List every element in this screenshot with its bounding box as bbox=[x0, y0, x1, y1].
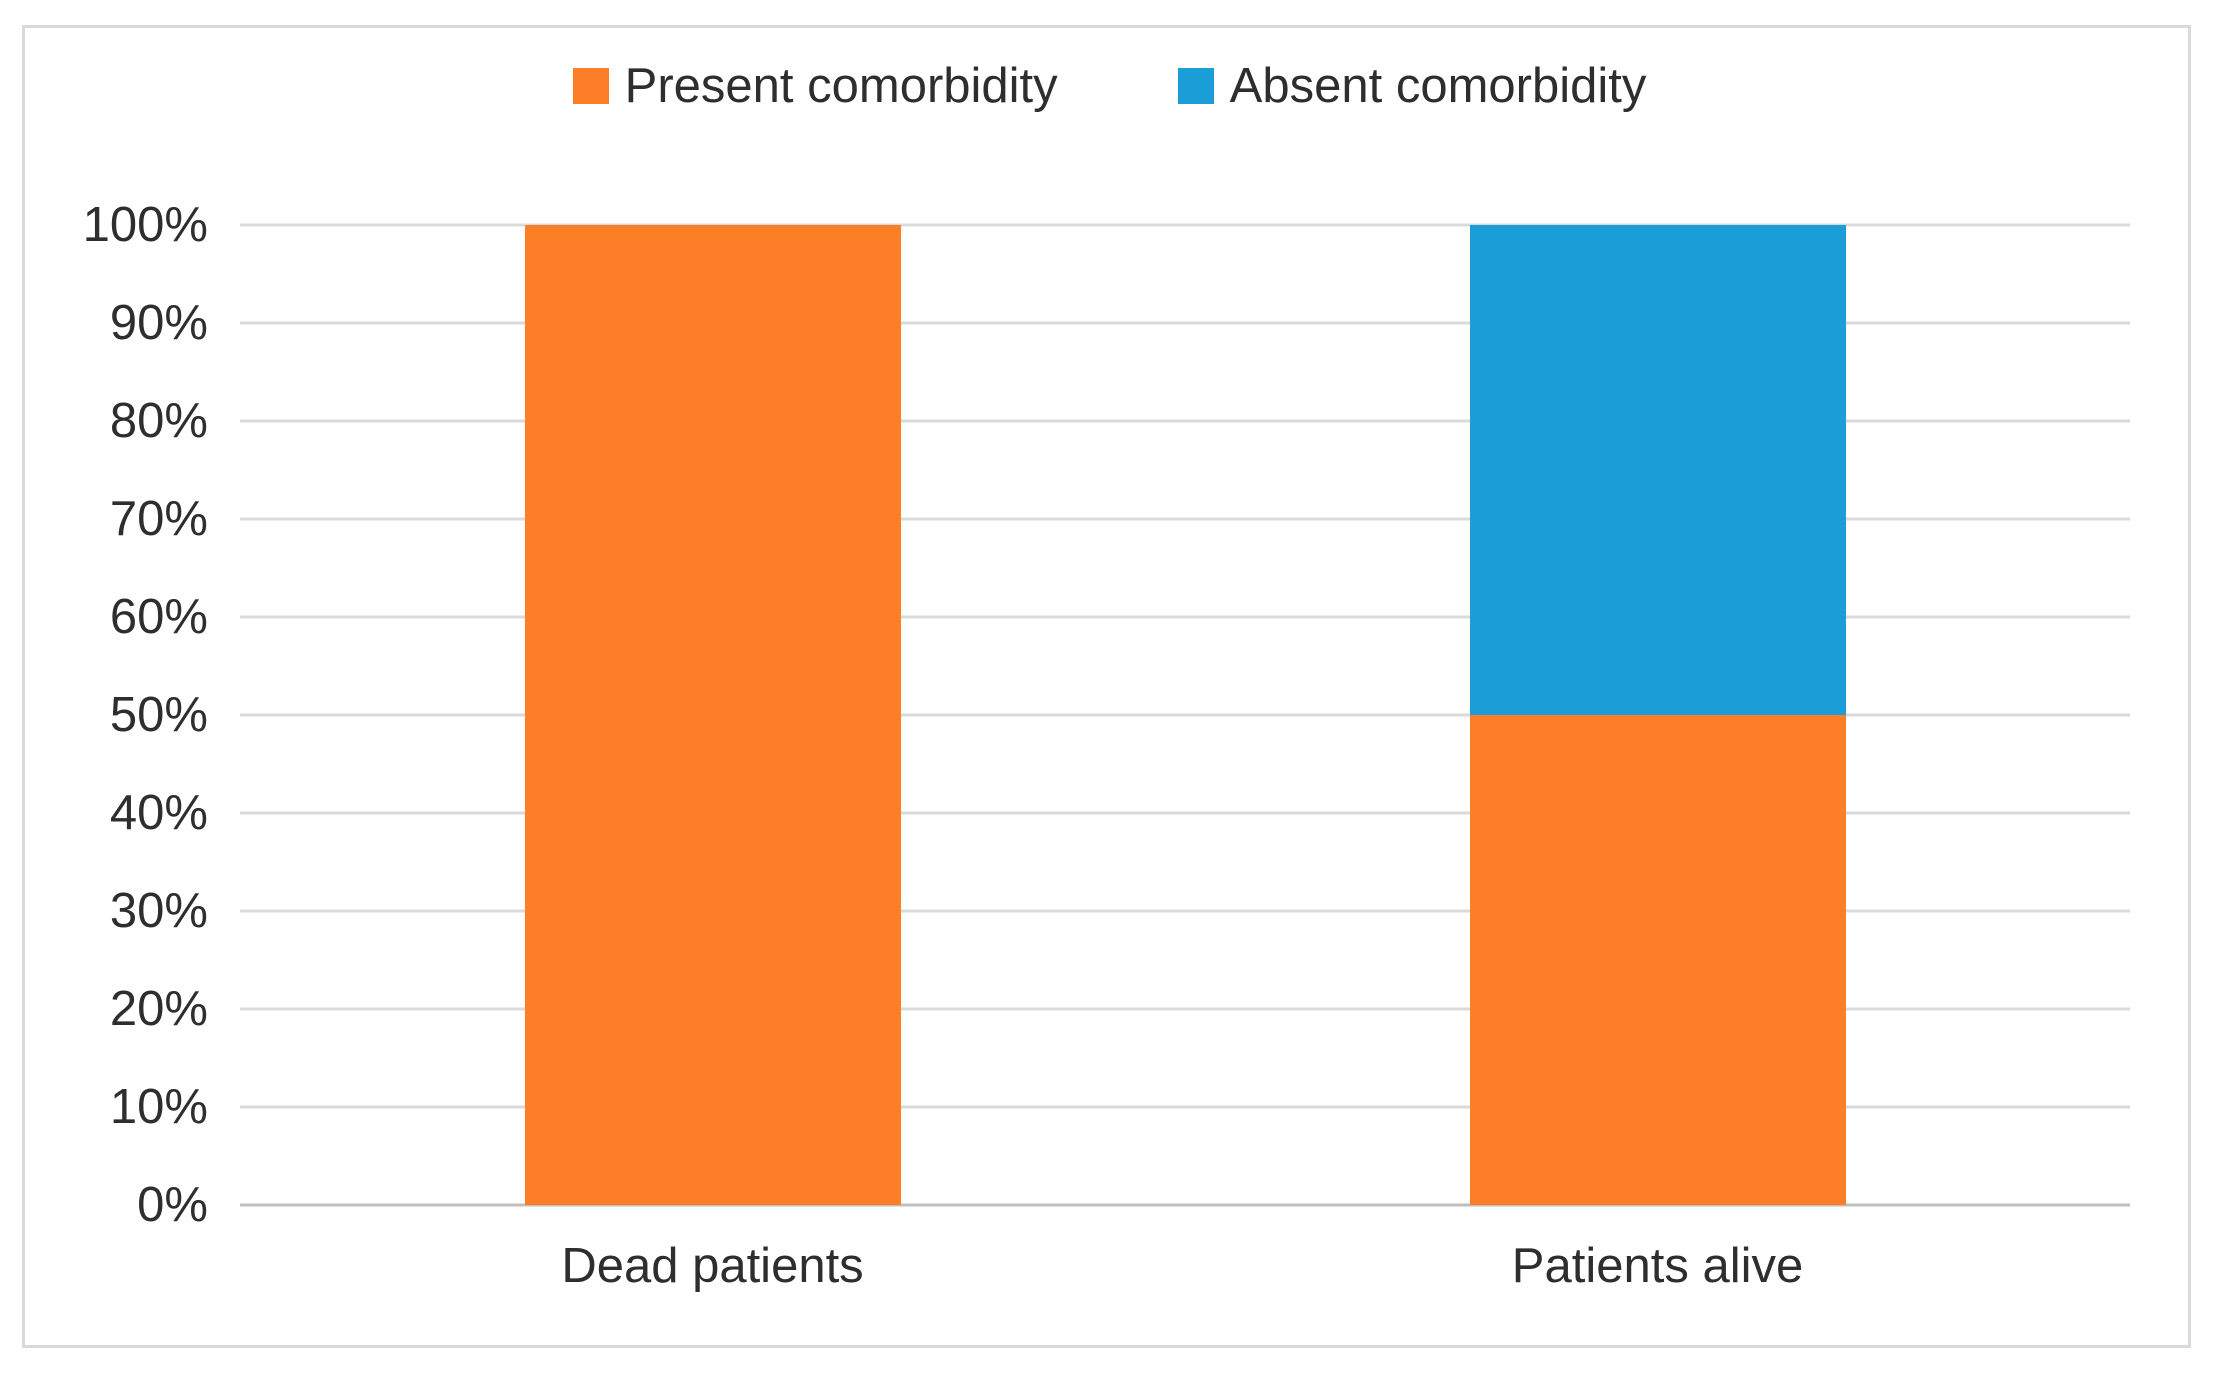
gridline-100 bbox=[240, 223, 2130, 227]
y-tick-label-80: 80% bbox=[109, 394, 208, 448]
y-tick-label-70: 70% bbox=[109, 492, 208, 546]
y-tick-label-60: 60% bbox=[109, 590, 208, 644]
legend-swatch-absent-comorbidity-icon bbox=[1177, 68, 1214, 104]
y-tick-label-20: 20% bbox=[109, 982, 208, 1036]
gridline-20 bbox=[240, 1007, 2130, 1011]
gridline-60 bbox=[240, 615, 2130, 619]
plot-area bbox=[240, 223, 2130, 1207]
bar-segment-absent-comorbidity-patients-alive bbox=[1469, 225, 1846, 715]
y-tick-label-90: 90% bbox=[109, 296, 208, 350]
y-tick-label-30: 30% bbox=[109, 884, 208, 938]
legend-item-absent-comorbidity: Absent comorbidity bbox=[1177, 58, 1647, 114]
y-tick-label-0: 0% bbox=[137, 1178, 208, 1232]
gridline-40 bbox=[240, 811, 2130, 815]
x-tick-label-dead-patients: Dead patients bbox=[561, 1239, 864, 1293]
gridline-70 bbox=[240, 517, 2130, 521]
y-tick-label-50: 50% bbox=[109, 688, 208, 742]
y-axis: 0% 10% 20% 30% 40% 50% 60% 70% 80% 90% 100% bbox=[0, 198, 208, 1232]
x-axis: Dead patients Patients alive bbox=[240, 1238, 2130, 1318]
gridline-80 bbox=[240, 419, 2130, 423]
bar-dead-patients bbox=[524, 225, 901, 1205]
gridline-30 bbox=[240, 909, 2130, 913]
bar-patients-alive bbox=[1469, 225, 1846, 1205]
legend: Present comorbidity Absent comorbidity bbox=[0, 58, 2219, 114]
gridline-50 bbox=[240, 713, 2130, 717]
legend-item-present-comorbidity: Present comorbidity bbox=[572, 58, 1058, 114]
bar-segment-present-comorbidity-dead-patients bbox=[524, 225, 901, 1205]
gridline-90 bbox=[240, 321, 2130, 325]
y-tick-label-100: 100% bbox=[82, 198, 208, 252]
x-axis-line bbox=[240, 1203, 2130, 1207]
y-tick-label-40: 40% bbox=[109, 786, 208, 840]
x-tick-label-patients-alive: Patients alive bbox=[1511, 1239, 1804, 1293]
bar-segment-present-comorbidity-patients-alive bbox=[1469, 715, 1846, 1205]
legend-label-absent-comorbidity: Absent comorbidity bbox=[1229, 59, 1647, 113]
y-tick-label-10: 10% bbox=[109, 1080, 208, 1134]
legend-swatch-present-comorbidity-icon bbox=[572, 68, 609, 104]
legend-label-present-comorbidity: Present comorbidity bbox=[624, 59, 1058, 113]
gridline-10 bbox=[240, 1105, 2130, 1109]
